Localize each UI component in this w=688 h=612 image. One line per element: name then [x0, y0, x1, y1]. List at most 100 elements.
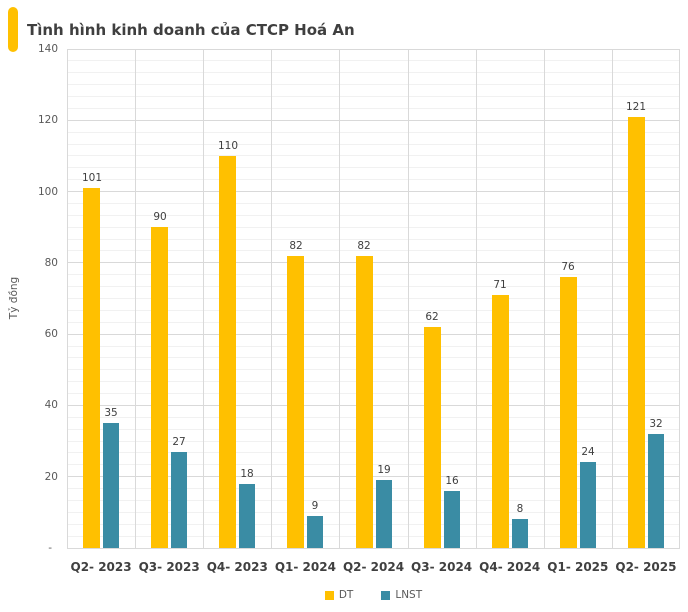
- minor-gridline: [67, 345, 680, 347]
- y-tick-label: 120: [37, 114, 58, 127]
- minor-gridline: [67, 143, 680, 145]
- minor-gridline: [67, 60, 680, 62]
- y-tick-label: 20: [44, 470, 58, 483]
- minor-gridline: [67, 440, 680, 442]
- x-category-label: Q3- 2024: [411, 560, 473, 574]
- bar-value-label: 16: [445, 475, 459, 487]
- minor-gridline: [67, 523, 680, 525]
- category-boundary-line: [679, 49, 680, 548]
- bar-lnst: [239, 484, 255, 548]
- minor-gridline: [67, 357, 680, 359]
- legend: DT LNST: [67, 589, 680, 601]
- bar-value-label: 24: [581, 446, 595, 458]
- minor-gridline: [67, 428, 680, 430]
- x-category-label: Q4- 2023: [206, 560, 268, 574]
- minor-gridline: [67, 84, 680, 86]
- minor-gridline: [67, 369, 680, 371]
- major-gridline: [67, 119, 680, 121]
- minor-gridline: [67, 464, 680, 466]
- bar-value-label: 82: [289, 240, 303, 252]
- bar-dt: [628, 117, 645, 548]
- category-boundary-line: [339, 49, 340, 548]
- bar-value-label: 8: [516, 503, 524, 515]
- minor-gridline: [67, 250, 680, 252]
- minor-gridline: [67, 309, 680, 311]
- legend-swatch-dt: [324, 590, 334, 600]
- minor-gridline: [67, 179, 680, 181]
- x-category-label: Q1- 2025: [547, 560, 609, 574]
- minor-gridline: [67, 96, 680, 98]
- legend-item-dt: DT: [324, 589, 354, 601]
- minor-gridline: [67, 381, 680, 383]
- plot-area: 101 35 90 27 110 18 82 9 82 19 62 16 71 8 76 24 121 32: [67, 48, 680, 549]
- bar-lnst: [648, 434, 664, 548]
- bar-value-label: 101: [81, 172, 103, 184]
- y-axis-ticks: - 20 40 60 80 100 120 140: [0, 43, 58, 554]
- minor-gridline: [67, 72, 680, 74]
- minor-gridline: [67, 298, 680, 299]
- category-boundary-line: [612, 49, 613, 548]
- category-boundary-line: [408, 49, 409, 548]
- minor-gridline: [67, 511, 680, 513]
- x-category-label: Q2- 2025: [615, 560, 677, 574]
- legend-swatch-lnst: [381, 590, 391, 600]
- minor-gridline: [67, 214, 680, 216]
- minor-gridline: [67, 393, 680, 395]
- major-gridline: [67, 191, 680, 193]
- bar-value-label: 19: [377, 464, 391, 476]
- category-boundary-line: [271, 49, 272, 548]
- minor-gridline: [67, 321, 680, 323]
- minor-gridline: [67, 202, 680, 204]
- bar-lnst: [444, 491, 460, 548]
- x-category-label: Q4- 2024: [479, 560, 541, 574]
- chart-header: Tình hình kinh doanh của CTCP Hoá An: [8, 7, 355, 52]
- bar-value-label: 9: [311, 500, 319, 512]
- bar-dt: [356, 256, 373, 548]
- minor-gridline: [67, 452, 680, 454]
- minor-gridline: [67, 226, 680, 228]
- bar-value-label: 62: [425, 311, 439, 323]
- bar-lnst: [103, 423, 119, 548]
- category-boundary-line: [476, 49, 477, 548]
- bar-value-label: 110: [217, 140, 239, 152]
- chart-title: Tình hình kinh doanh của CTCP Hoá An: [27, 20, 355, 39]
- title-accent-bar: [8, 7, 18, 52]
- bar-value-label: 76: [561, 261, 575, 273]
- major-gridline: [67, 404, 680, 406]
- minor-gridline: [67, 155, 680, 157]
- major-gridline: [67, 333, 680, 335]
- bar-value-label: 121: [625, 101, 647, 113]
- bar-lnst: [580, 462, 596, 548]
- bar-dt: [83, 188, 100, 548]
- major-gridline: [67, 476, 680, 478]
- y-axis-line: [67, 49, 68, 548]
- bar-lnst: [171, 452, 187, 548]
- minor-gridline: [67, 416, 680, 418]
- category-boundary-line: [544, 49, 545, 548]
- bar-dt: [560, 277, 577, 548]
- major-gridline: [67, 48, 680, 50]
- category-boundary-line: [135, 49, 136, 548]
- bar-lnst: [512, 519, 528, 548]
- legend-label: DT: [338, 589, 354, 601]
- x-axis-labels: Q2- 2023 Q3- 2023 Q4- 2023 Q1- 2024 Q2- 2024…: [67, 560, 680, 578]
- minor-gridline: [67, 286, 680, 288]
- minor-gridline: [67, 499, 680, 501]
- legend-item-lnst: LNST: [381, 589, 422, 601]
- minor-gridline: [67, 131, 680, 133]
- minor-gridline: [67, 535, 680, 537]
- bar-value-label: 18: [240, 468, 254, 480]
- y-tick-label: 60: [44, 328, 58, 341]
- minor-gridline: [67, 488, 680, 490]
- minor-gridline: [67, 107, 680, 109]
- x-category-label: Q2- 2024: [342, 560, 405, 574]
- y-tick-label: 100: [37, 185, 58, 198]
- bar-dt: [492, 295, 509, 548]
- bar-dt: [151, 227, 168, 548]
- bar-lnst: [307, 516, 323, 548]
- minor-gridline: [67, 167, 680, 169]
- bar-value-label: 90: [153, 211, 167, 223]
- bar-value-label: 82: [357, 240, 371, 252]
- bar-value-label: 71: [493, 279, 507, 291]
